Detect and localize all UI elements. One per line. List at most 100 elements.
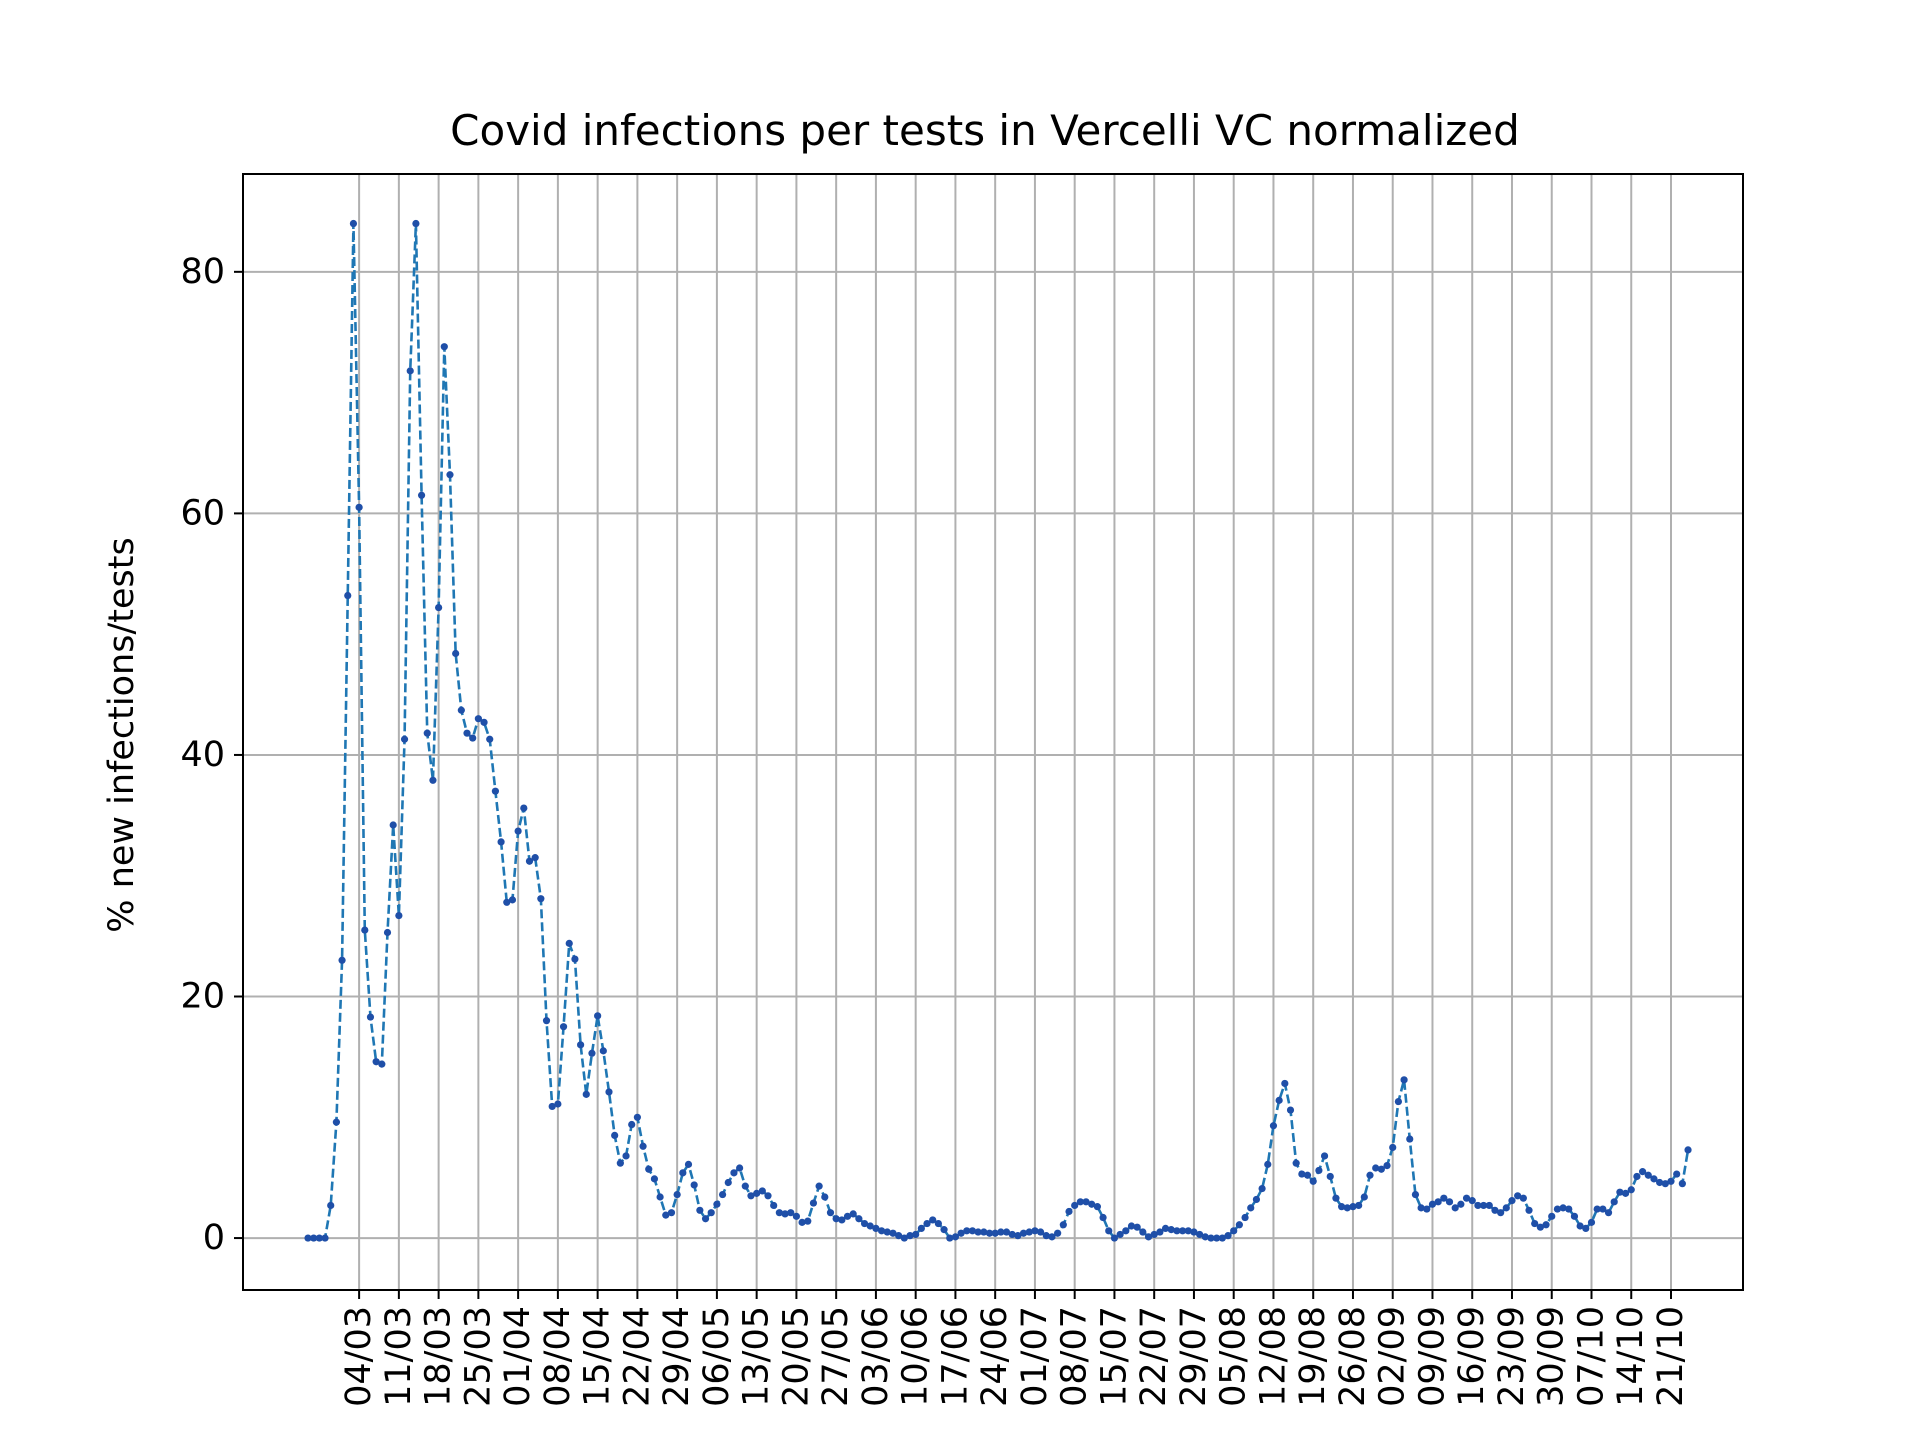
data-point: [872, 1224, 880, 1232]
data-point: [821, 1193, 829, 1201]
data-point: [338, 956, 346, 964]
data-point: [1190, 1228, 1198, 1236]
data-point: [1258, 1184, 1266, 1193]
data-point: [1031, 1227, 1039, 1235]
data-point: [809, 1199, 818, 1207]
data-point: [1576, 1222, 1584, 1230]
x-tick-label: 14/10: [1611, 1306, 1651, 1407]
data-point: [1389, 1143, 1397, 1152]
data-point: [1315, 1166, 1323, 1175]
data-point: [1627, 1186, 1635, 1194]
data-point: [1661, 1180, 1669, 1188]
data-point: [1309, 1177, 1317, 1185]
data-point: [1468, 1197, 1476, 1205]
data-point: [650, 1175, 659, 1183]
data-point: [1440, 1194, 1448, 1202]
x-tick-label: 13/05: [737, 1306, 777, 1407]
data-point: [1320, 1152, 1329, 1160]
data-point: [667, 1209, 676, 1217]
x-tick-label: 18/03: [419, 1306, 459, 1407]
data-point: [1343, 1204, 1351, 1212]
data-point: [1644, 1171, 1652, 1179]
data-point: [656, 1193, 664, 1201]
x-tick-label: 21/10: [1651, 1306, 1691, 1407]
data-point: [1218, 1234, 1226, 1242]
data-point: [940, 1226, 948, 1234]
data-point: [946, 1234, 954, 1242]
data-point: [395, 911, 403, 920]
data-point: [724, 1178, 732, 1187]
data-point: [804, 1217, 812, 1225]
data-point: [1037, 1228, 1045, 1236]
data-point: [457, 706, 465, 714]
data-point: [514, 827, 522, 835]
data-point: [1275, 1096, 1283, 1104]
data-point: [400, 735, 409, 743]
data-point: [1610, 1198, 1618, 1206]
data-point: [565, 939, 573, 947]
data-point: [1201, 1233, 1209, 1241]
data-point: [531, 854, 539, 862]
data-point: [1105, 1227, 1113, 1235]
data-point: [906, 1232, 914, 1240]
data-point: [577, 1041, 585, 1049]
data-point: [1406, 1135, 1414, 1143]
data-point: [764, 1192, 772, 1200]
data-point: [1479, 1201, 1488, 1210]
data-point: [1042, 1232, 1050, 1240]
data-point: [730, 1169, 738, 1177]
data-point: [1099, 1213, 1107, 1222]
data-point: [849, 1210, 857, 1218]
data-point: [1054, 1229, 1062, 1237]
x-tick-label: 22/04: [617, 1306, 657, 1407]
data-point: [474, 715, 482, 723]
data-point: [446, 471, 454, 479]
data-point: [770, 1201, 778, 1210]
data-point: [747, 1192, 755, 1200]
data-point: [1457, 1200, 1465, 1208]
data-point: [554, 1100, 562, 1108]
data-point: [1514, 1192, 1522, 1200]
data-point: [1065, 1207, 1073, 1216]
data-point: [645, 1165, 653, 1173]
data-point: [605, 1088, 613, 1096]
data-point: [917, 1224, 925, 1232]
data-point: [1434, 1198, 1442, 1206]
data-point: [1417, 1204, 1425, 1212]
data-point: [1002, 1228, 1011, 1236]
data-point: [838, 1216, 846, 1224]
data-point: [452, 649, 460, 658]
data-point: [349, 219, 358, 228]
data-point: [327, 1201, 335, 1210]
data-point: [1383, 1162, 1391, 1170]
data-point: [616, 1159, 624, 1167]
data-point: [480, 718, 488, 726]
x-tick-label: 27/05: [816, 1306, 856, 1407]
data-point: [520, 804, 528, 812]
x-tick-label: 08/07: [1055, 1306, 1095, 1407]
data-point: [991, 1229, 999, 1237]
data-point: [1542, 1221, 1550, 1229]
data-point: [1161, 1224, 1170, 1232]
data-point: [684, 1160, 693, 1168]
x-tick-label: 07/10: [1571, 1306, 1611, 1407]
data-point: [1616, 1188, 1624, 1196]
data-point: [1071, 1201, 1079, 1210]
data-point: [1116, 1230, 1124, 1239]
y-tick-label: 20: [180, 977, 225, 1017]
data-point: [1536, 1223, 1544, 1231]
data-point: [798, 1218, 806, 1226]
data-point: [1207, 1234, 1215, 1242]
x-tick-label: 29/04: [657, 1306, 697, 1407]
data-point: [310, 1234, 318, 1242]
data-point: [741, 1182, 749, 1190]
series-layer: [304, 219, 1692, 1242]
data-point: [1587, 1218, 1596, 1226]
data-point: [1133, 1223, 1141, 1231]
data-point: [1423, 1205, 1431, 1213]
data-point: [315, 1234, 323, 1242]
data-point: [707, 1209, 715, 1217]
data-point: [1247, 1204, 1255, 1212]
data-point: [1235, 1221, 1243, 1229]
data-point: [1338, 1203, 1346, 1211]
